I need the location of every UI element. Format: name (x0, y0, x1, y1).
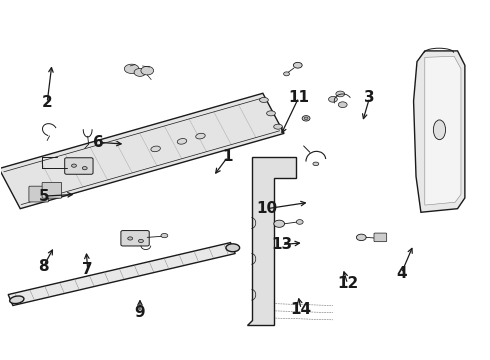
Ellipse shape (329, 96, 337, 102)
Ellipse shape (267, 111, 275, 116)
FancyBboxPatch shape (374, 233, 387, 242)
Ellipse shape (284, 72, 290, 76)
Text: 14: 14 (291, 302, 312, 316)
Ellipse shape (313, 162, 319, 166)
Text: 13: 13 (271, 237, 292, 252)
Text: 8: 8 (38, 258, 49, 274)
FancyBboxPatch shape (65, 158, 93, 174)
Ellipse shape (141, 66, 154, 75)
Text: 1: 1 (222, 149, 233, 164)
Ellipse shape (338, 102, 347, 108)
Ellipse shape (72, 164, 76, 167)
FancyBboxPatch shape (29, 186, 49, 202)
Ellipse shape (336, 91, 344, 97)
Polygon shape (0, 93, 284, 209)
Ellipse shape (274, 124, 283, 129)
Ellipse shape (356, 234, 366, 240)
Ellipse shape (151, 146, 160, 152)
Ellipse shape (82, 167, 87, 170)
Ellipse shape (274, 220, 285, 227)
Text: 2: 2 (42, 95, 52, 111)
Text: 5: 5 (38, 189, 49, 204)
Ellipse shape (296, 220, 303, 224)
Polygon shape (247, 157, 296, 325)
Ellipse shape (433, 120, 445, 140)
Ellipse shape (226, 244, 240, 252)
Polygon shape (8, 243, 235, 306)
Text: 11: 11 (288, 90, 309, 105)
Text: 9: 9 (135, 305, 145, 320)
Ellipse shape (302, 116, 310, 121)
Text: 4: 4 (396, 266, 407, 281)
Ellipse shape (177, 139, 187, 144)
Ellipse shape (260, 98, 269, 103)
Text: 10: 10 (256, 201, 277, 216)
Ellipse shape (304, 117, 308, 120)
Ellipse shape (139, 239, 144, 243)
Ellipse shape (294, 62, 302, 68)
Polygon shape (425, 56, 461, 205)
Text: 7: 7 (82, 262, 93, 277)
Ellipse shape (134, 68, 146, 76)
Polygon shape (414, 51, 465, 212)
Text: 12: 12 (337, 276, 358, 292)
Ellipse shape (161, 233, 168, 238)
Ellipse shape (124, 64, 139, 73)
FancyBboxPatch shape (121, 230, 149, 246)
Ellipse shape (128, 237, 133, 240)
Ellipse shape (196, 133, 205, 139)
Ellipse shape (10, 296, 24, 303)
FancyBboxPatch shape (42, 183, 62, 198)
Text: 6: 6 (93, 135, 104, 150)
Text: 3: 3 (364, 90, 375, 105)
